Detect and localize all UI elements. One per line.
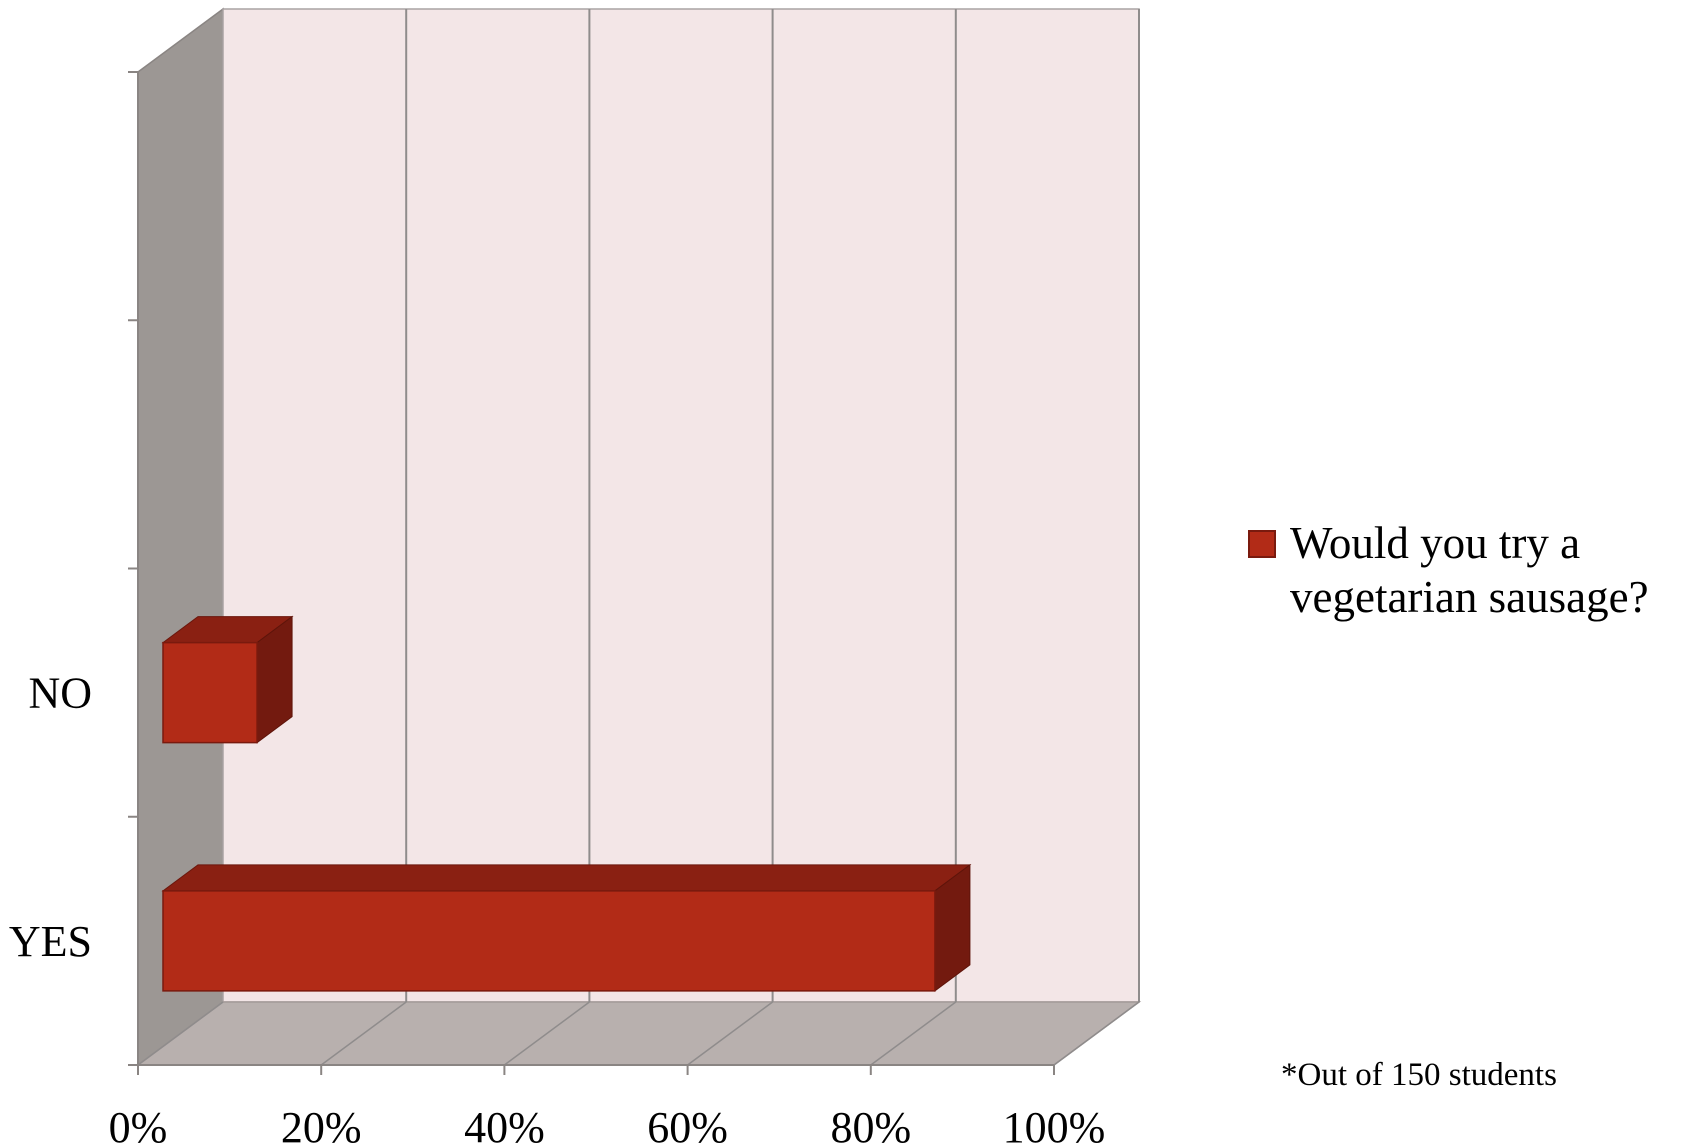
- floor-gridline: [870, 1001, 957, 1066]
- bar: [162, 641, 258, 744]
- floor-gridline: [1053, 1001, 1140, 1066]
- chart-walls: [135, 7, 1142, 1067]
- legend-label: Would you try a vegetarian sausage?: [1290, 518, 1649, 622]
- category-label: NO: [28, 669, 92, 718]
- floor-gridline: [503, 1001, 590, 1066]
- axes: [128, 71, 1055, 1075]
- bar-group: [161, 863, 972, 992]
- bar-top: [161, 864, 972, 892]
- bar: [162, 890, 936, 992]
- back-wall: [222, 8, 1140, 1003]
- floor: [135, 1001, 1142, 1066]
- bar-group: [161, 615, 294, 744]
- floor-gridline: [320, 1001, 407, 1066]
- footnote: *Out of 150 students: [1281, 1057, 1557, 1093]
- x-tick-label: 60%: [647, 1103, 728, 1147]
- x-tick-label: 20%: [281, 1103, 362, 1147]
- legend-swatch: [1248, 530, 1276, 558]
- x-tick-label: 40%: [464, 1103, 545, 1147]
- x-tick-label: 80%: [830, 1103, 911, 1147]
- floor-gridline: [137, 1001, 224, 1066]
- category-label: YES: [9, 917, 92, 966]
- floor-gridline: [687, 1001, 774, 1066]
- x-tick-label: 100%: [1003, 1103, 1106, 1147]
- x-tick-label: 0%: [109, 1103, 168, 1147]
- category-labels: NO YES: [9, 669, 92, 966]
- gridlines: [137, 9, 1140, 1066]
- bars: [161, 615, 972, 992]
- legend: Would you try a vegetarian sausage?: [1248, 516, 1698, 624]
- x-tick-labels: 0% 20% 40% 60% 80% 100%: [109, 1103, 1106, 1147]
